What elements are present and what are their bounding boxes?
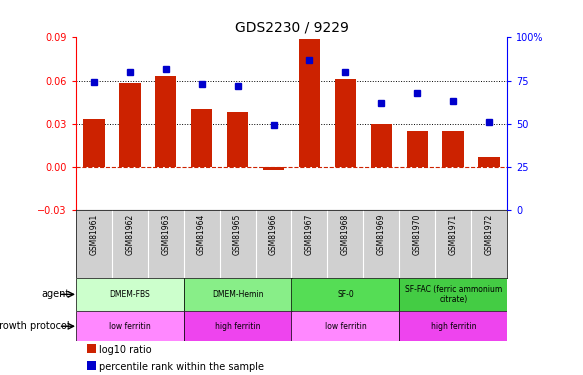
Text: high ferritin: high ferritin — [430, 322, 476, 331]
Text: log10 ratio: log10 ratio — [99, 345, 152, 355]
Text: GSM81961: GSM81961 — [89, 213, 99, 255]
Bar — [406, 131, 428, 167]
Text: GSM81969: GSM81969 — [377, 213, 386, 255]
Text: high ferritin: high ferritin — [215, 322, 261, 331]
Bar — [298, 39, 320, 167]
Text: DMEM-FBS: DMEM-FBS — [110, 290, 150, 299]
Bar — [442, 131, 464, 167]
Bar — [83, 119, 104, 167]
Bar — [227, 112, 248, 167]
Bar — [371, 124, 392, 167]
Bar — [119, 84, 141, 167]
Bar — [335, 79, 356, 167]
Bar — [184, 278, 292, 311]
Text: GSM81967: GSM81967 — [305, 213, 314, 255]
Title: GDS2230 / 9229: GDS2230 / 9229 — [234, 21, 349, 35]
Text: low ferritin: low ferritin — [109, 322, 150, 331]
Text: GSM81972: GSM81972 — [484, 213, 494, 255]
Text: growth protocol: growth protocol — [0, 321, 70, 331]
Text: SF-FAC (ferric ammonium
citrate): SF-FAC (ferric ammonium citrate) — [405, 285, 502, 304]
Text: GSM81962: GSM81962 — [125, 213, 134, 255]
Bar — [479, 157, 500, 167]
Text: GSM81964: GSM81964 — [197, 213, 206, 255]
Text: GSM81966: GSM81966 — [269, 213, 278, 255]
Text: GSM81970: GSM81970 — [413, 213, 422, 255]
Text: agent: agent — [42, 290, 70, 299]
Text: GSM81968: GSM81968 — [341, 213, 350, 255]
Bar — [191, 110, 212, 167]
Text: GSM81965: GSM81965 — [233, 213, 242, 255]
Bar — [76, 278, 184, 311]
Bar — [155, 76, 177, 167]
Text: DMEM-Hemin: DMEM-Hemin — [212, 290, 264, 299]
Text: GSM81971: GSM81971 — [449, 213, 458, 255]
Bar — [263, 167, 285, 170]
Bar — [76, 311, 184, 341]
Text: GSM81963: GSM81963 — [161, 213, 170, 255]
Bar — [292, 311, 399, 341]
Text: SF-0: SF-0 — [337, 290, 354, 299]
Bar — [184, 311, 292, 341]
Text: percentile rank within the sample: percentile rank within the sample — [99, 362, 264, 372]
Bar — [399, 311, 507, 341]
Bar — [292, 278, 399, 311]
Bar — [399, 278, 507, 311]
Text: low ferritin: low ferritin — [325, 322, 366, 331]
